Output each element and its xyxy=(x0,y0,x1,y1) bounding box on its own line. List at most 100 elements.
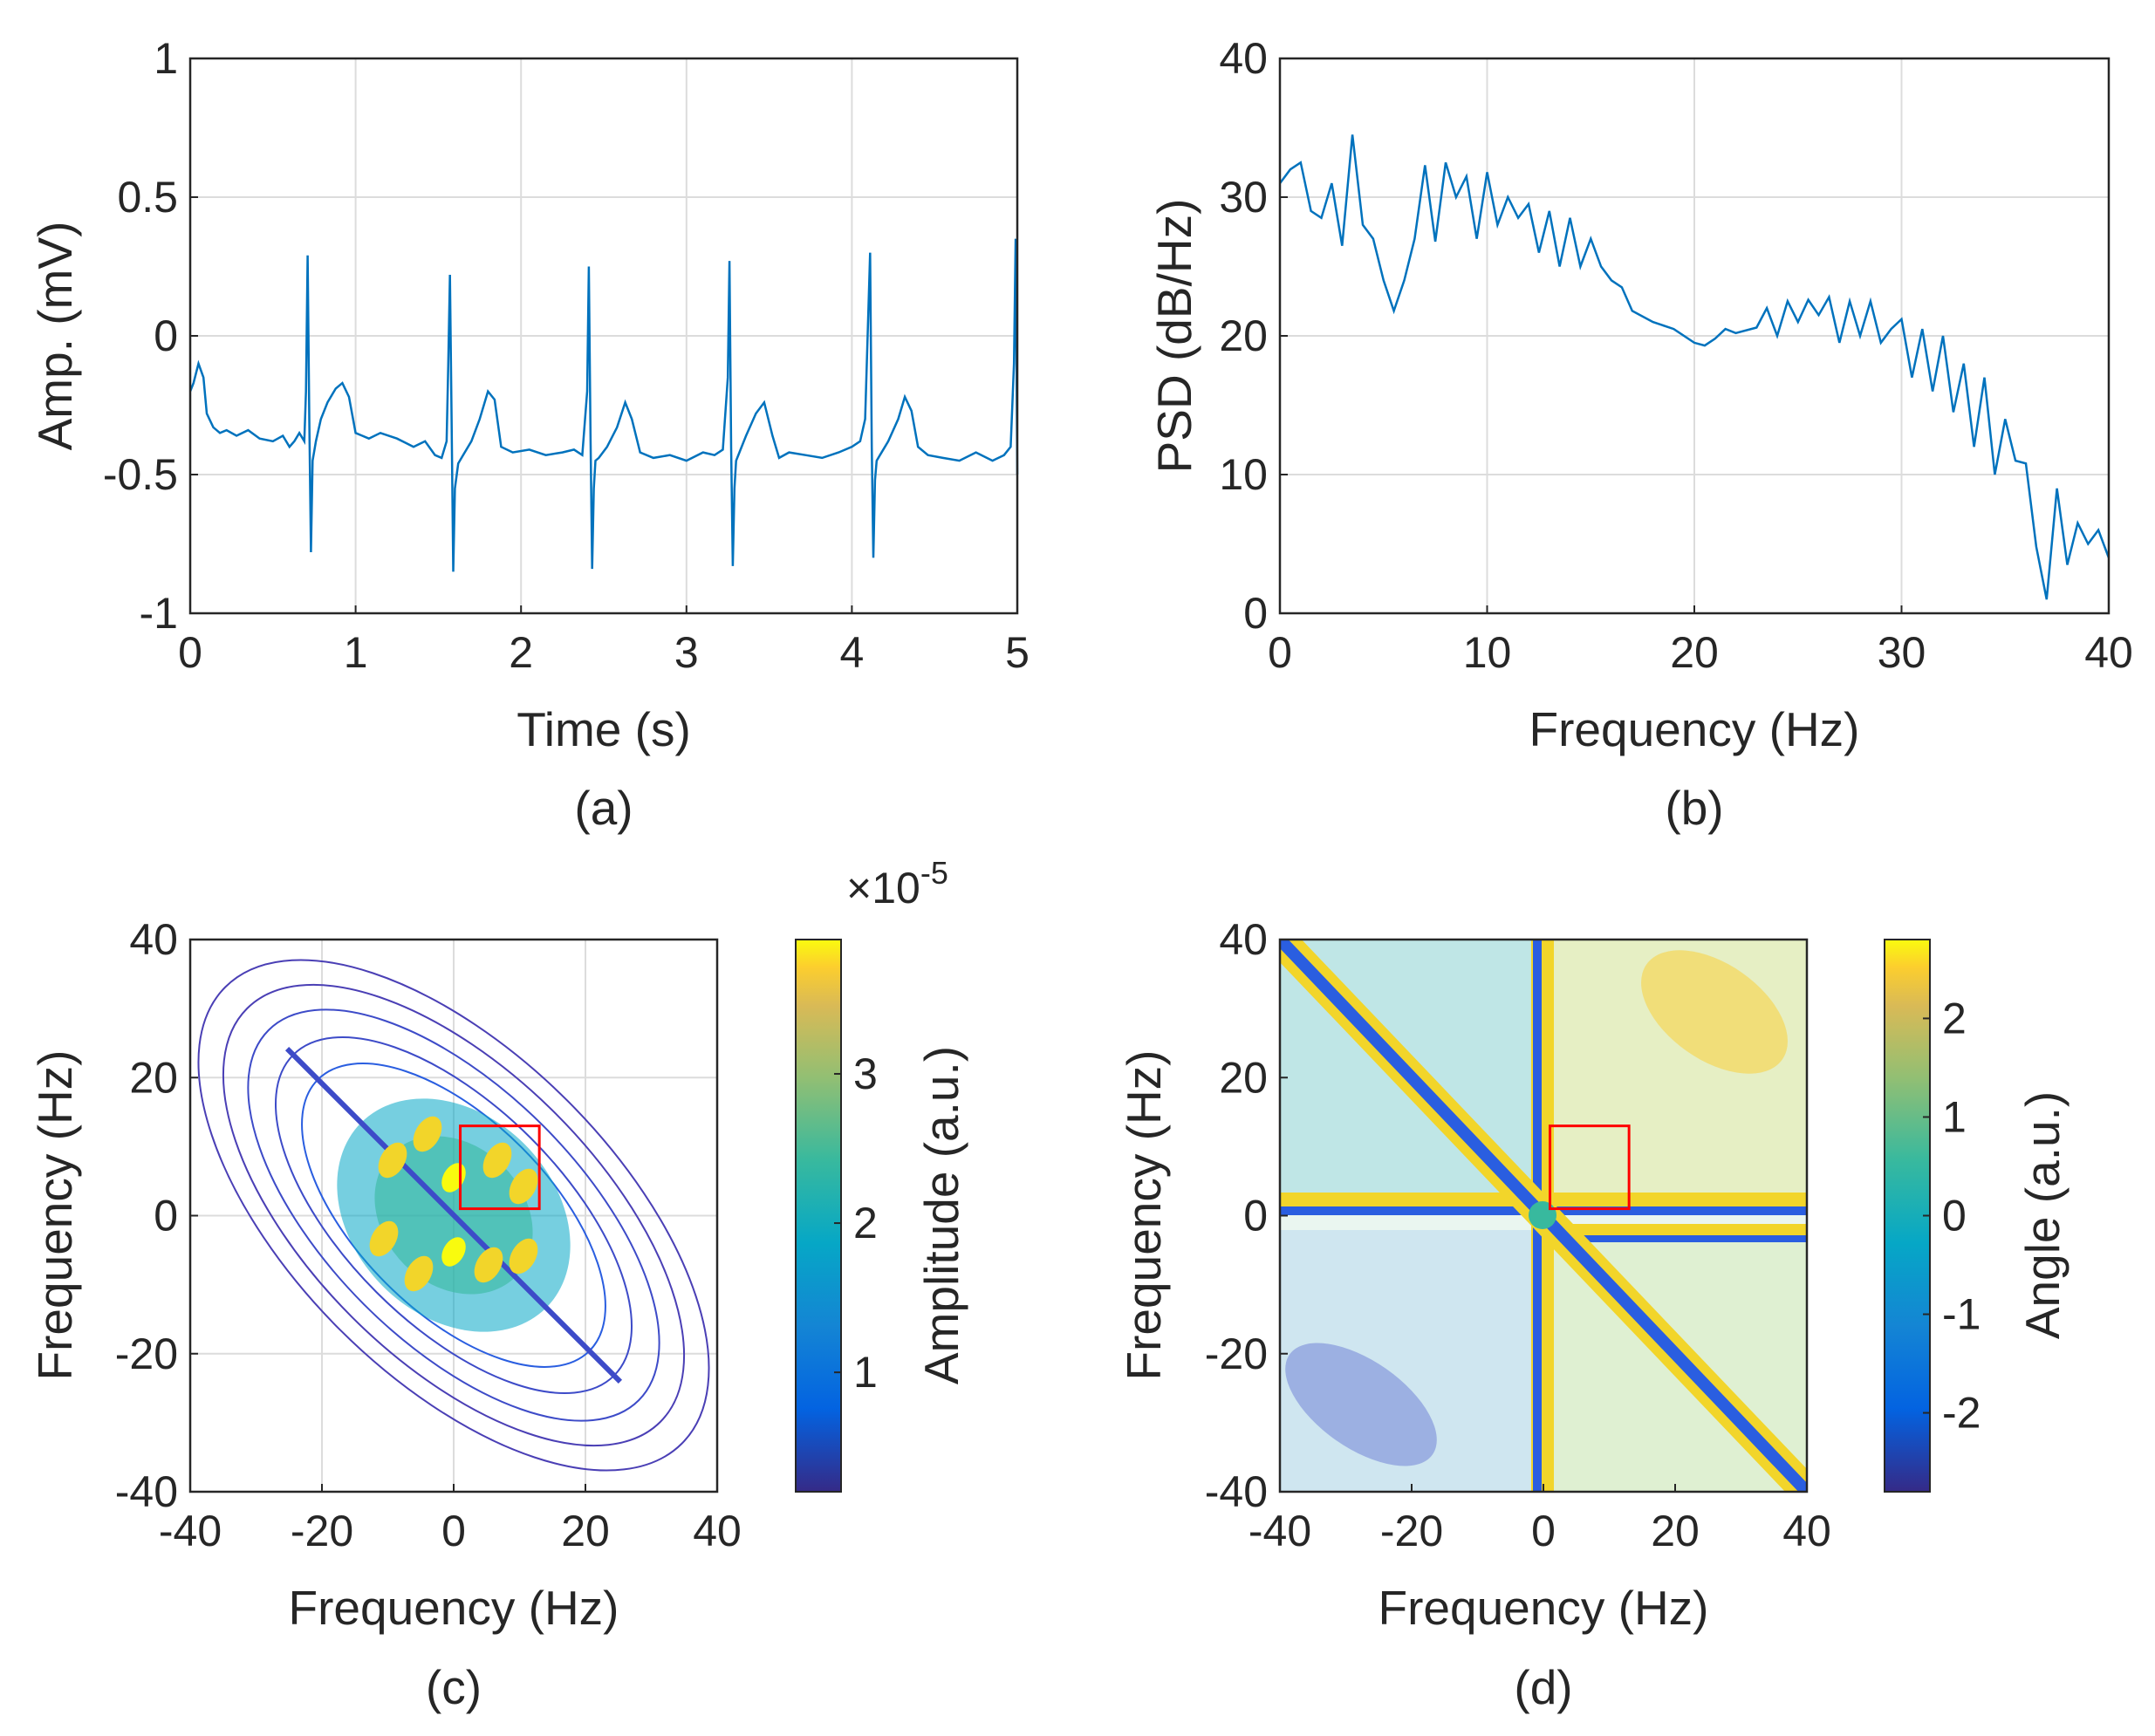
panel-a-ytick-label: 0.5 xyxy=(117,173,178,222)
panel-c-caption: (c) xyxy=(426,1660,482,1714)
panel-c-ytick-label: 20 xyxy=(129,1053,178,1102)
panel-b-xtick-label: 0 xyxy=(1268,628,1292,677)
panel-a-xlabel: Time (s) xyxy=(517,702,691,756)
panel-c-peak xyxy=(474,1247,503,1283)
panel-c-cb-tick-label: 2 xyxy=(853,1199,878,1247)
panel-d-cb-tick-label: -1 xyxy=(1942,1290,1981,1339)
panel-d-warm-region xyxy=(1641,950,1788,1074)
panel-d-xtick-label: 0 xyxy=(1531,1507,1556,1555)
panel-c-peak xyxy=(378,1142,407,1179)
panel-b-xtick-label: 10 xyxy=(1463,628,1512,677)
panel-d-caption: (d) xyxy=(1514,1660,1572,1714)
panel-b-ytick-label: 20 xyxy=(1219,311,1268,360)
panel-a-xtick-label: 2 xyxy=(509,628,533,677)
panel-d-xtick-label: -40 xyxy=(1249,1507,1311,1555)
panel-c-contour-2 xyxy=(222,983,686,1447)
panel-c-colorbar-ticks: 1 2 3 xyxy=(834,1049,878,1397)
panel-c-peak xyxy=(441,1237,466,1267)
panel-b-xtick-label: 30 xyxy=(1878,628,1926,677)
panel-d-ytick-label: -20 xyxy=(1205,1329,1268,1378)
panel-d-center-node xyxy=(1529,1201,1556,1229)
panel-c-colorbar-exponent: ×10-5 xyxy=(846,855,948,912)
panel-d-roi-rect xyxy=(1549,1124,1631,1211)
panel-d-cb-tick-label: -2 xyxy=(1942,1389,1981,1438)
panel-c-ytick-label: 40 xyxy=(129,915,178,964)
panel-c-highlight-box xyxy=(459,1124,541,1211)
panel-c-ylabel: Frequency (Hz) xyxy=(28,1050,82,1381)
panel-b-ticks: 0 10 20 30 40 0 10 20 30 40 xyxy=(1219,34,2132,677)
panel-a-xtick-label: 0 xyxy=(178,628,202,677)
panel-a-xtick-label: 3 xyxy=(674,628,699,677)
panel-b-xtick-label: 40 xyxy=(2084,628,2133,677)
panel-d-cb-tick-label: 2 xyxy=(1942,994,1967,1042)
panel-c-peak xyxy=(413,1116,442,1152)
panel-a-ytick-label: 1 xyxy=(154,34,178,83)
panel-a-xtick-label: 5 xyxy=(1005,628,1030,677)
panel-d-cb-tick-label: 0 xyxy=(1942,1192,1967,1240)
panel-a-ticks: 0 1 2 3 4 5 -1 -0.5 0 0.5 1 xyxy=(103,34,1030,677)
panel-d-colorbar-ticks: -2 -1 0 1 2 xyxy=(1923,994,1981,1438)
panel-a: 0 1 2 3 4 5 -1 -0.5 0 0.5 1 Time (s) Amp. (mV) (a) xyxy=(28,34,1030,835)
panel-c-colorbar-label: Amplitude (a.u.) xyxy=(914,1046,968,1384)
panel-a-ytick-label: -0.5 xyxy=(103,450,178,499)
panel-b-ytick-label: 40 xyxy=(1219,34,1268,83)
panel-d-ytick-label: 0 xyxy=(1243,1192,1268,1240)
panel-b-grid xyxy=(1279,58,2110,614)
panel-c-contour-map xyxy=(197,959,710,1472)
panel-d-xtick-label: 40 xyxy=(1782,1507,1831,1555)
panel-d-xlabel: Frequency (Hz) xyxy=(1379,1581,1709,1635)
panel-d-cool-region xyxy=(1285,1343,1437,1466)
panel-c-peak xyxy=(509,1168,538,1205)
panel-d-ylabel: Frequency (Hz) xyxy=(1117,1050,1171,1381)
panel-a-ytick-label: -1 xyxy=(140,589,178,638)
panel-c-xtick-label: 40 xyxy=(693,1507,742,1555)
panel-d-ytick-label: 40 xyxy=(1219,915,1268,964)
panel-a-caption: (a) xyxy=(574,781,633,835)
panel-a-ylabel: Amp. (mV) xyxy=(28,222,82,451)
panel-c-ridge xyxy=(284,1046,623,1384)
panel-c-exponent-base: ×10 xyxy=(846,864,920,912)
panel-b-xlabel: Frequency (Hz) xyxy=(1529,702,1860,756)
panel-c-xtick-label: -40 xyxy=(159,1507,222,1555)
panel-c-ytick-label: -20 xyxy=(115,1329,178,1378)
panel-c-roi-rect xyxy=(459,1124,541,1211)
panel-d-xtick-label: -20 xyxy=(1380,1507,1443,1555)
panel-b-xtick-label: 20 xyxy=(1670,628,1719,677)
panel-c-contour-outer xyxy=(197,959,710,1472)
panel-a-ecg-line xyxy=(188,238,1019,572)
panel-d-ticks: -40 -20 0 20 40 -40 -20 0 20 40 xyxy=(1205,915,1831,1555)
panel-d-ytick-label: -40 xyxy=(1205,1467,1268,1516)
panel-d-ytick-label: 20 xyxy=(1219,1053,1268,1102)
panel-d-cb-tick-label: 1 xyxy=(1942,1092,1967,1141)
panel-c-xtick-label: -20 xyxy=(291,1507,353,1555)
panel-c-xtick-label: 20 xyxy=(561,1507,610,1555)
panel-c-peak xyxy=(404,1255,434,1292)
panel-c-cb-tick-label: 1 xyxy=(853,1348,878,1397)
panel-a-xtick-label: 4 xyxy=(839,628,864,677)
panel-b-psd-line xyxy=(1278,134,2111,600)
panel-d-colorbar xyxy=(1884,939,1931,1493)
panel-a-xtick-label: 1 xyxy=(344,628,368,677)
panel-c-colorbar xyxy=(795,939,842,1493)
panel-c-peak xyxy=(509,1238,538,1275)
panel-d-xtick-label: 20 xyxy=(1651,1507,1700,1555)
panel-b-ytick-label: 0 xyxy=(1243,589,1268,638)
panel-a-grid xyxy=(189,58,1018,614)
panel-c-ytick-label: -40 xyxy=(115,1467,178,1516)
panel-d-phase-map xyxy=(1280,940,1807,1492)
panel-c-xlabel: Frequency (Hz) xyxy=(289,1581,619,1635)
panel-b-ytick-label: 10 xyxy=(1219,450,1268,499)
panel-d-highlight-box xyxy=(1549,1124,1631,1211)
panel-c-ytick-label: 0 xyxy=(154,1192,178,1240)
panel-c-peaks xyxy=(369,1116,538,1292)
panel-b-caption: (b) xyxy=(1665,781,1723,835)
panel-c-cb-tick-label: 3 xyxy=(853,1049,878,1098)
panel-a-ytick-label: 0 xyxy=(154,311,178,360)
panel-d-colorbar-label: Angle (a.u.) xyxy=(2015,1091,2069,1339)
panel-b-ylabel: PSD (dB/Hz) xyxy=(1147,199,1201,474)
panel-d-quadrant-ll xyxy=(1280,1230,1533,1492)
panel-c-peak xyxy=(482,1142,512,1179)
panel-c-xtick-label: 0 xyxy=(441,1507,466,1555)
